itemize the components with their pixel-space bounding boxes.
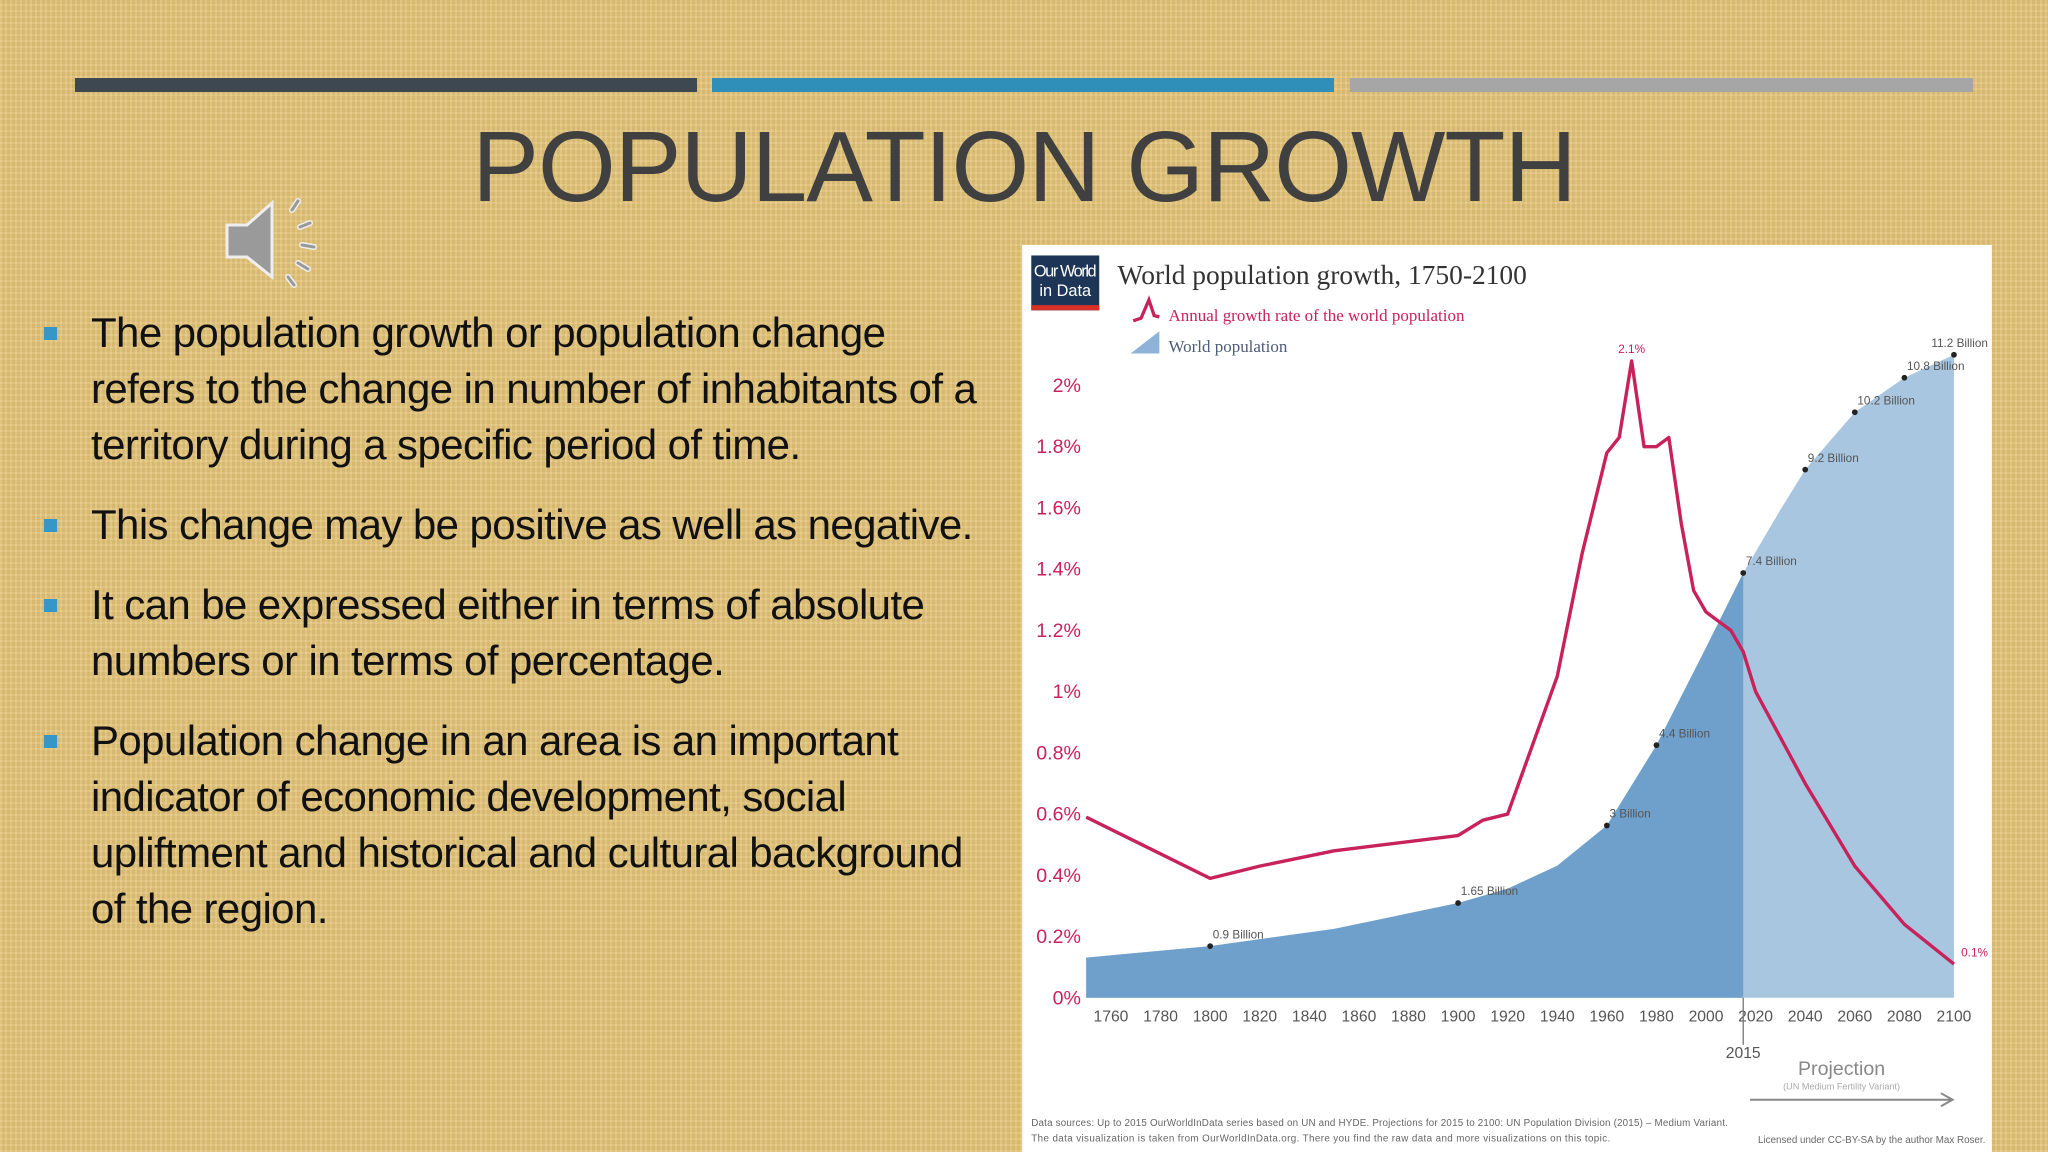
x-tick-label: 2020 bbox=[1738, 1008, 1773, 1025]
y-tick-label: 0% bbox=[1053, 987, 1081, 1009]
value-label: 7.4 Billion bbox=[1746, 555, 1797, 568]
value-label: 10.8 Billion bbox=[1907, 360, 1964, 373]
x-tick-label: 1780 bbox=[1143, 1008, 1178, 1025]
bullet: This change may be positive as well as n… bbox=[40, 497, 990, 553]
y-tick-label: 1.4% bbox=[1036, 559, 1081, 581]
x-tick-label: 1940 bbox=[1540, 1008, 1575, 1025]
chart-title: World population growth, 1750-2100 bbox=[1118, 260, 1527, 290]
bullet: Population change in an area is an impor… bbox=[40, 713, 990, 937]
y-tick-label: 1% bbox=[1053, 681, 1081, 703]
value-label: 1.65 Billion bbox=[1461, 885, 1518, 898]
value-label: 11.2 Billion bbox=[1931, 337, 1988, 350]
x-tick-label: 1980 bbox=[1639, 1008, 1674, 1025]
x-tick-label: 1820 bbox=[1242, 1008, 1277, 1025]
x-tick-label: 2060 bbox=[1837, 1008, 1872, 1025]
projection-arrow bbox=[1750, 1092, 1955, 1108]
y-tick-label: 0.2% bbox=[1036, 926, 1081, 948]
projection-label: Projection bbox=[1798, 1058, 1885, 1080]
projection-year: 2015 bbox=[1726, 1045, 1761, 1062]
logo-text: Our World bbox=[1034, 262, 1097, 280]
license: Licensed under CC-BY-SA by the author Ma… bbox=[1758, 1135, 1985, 1146]
point bbox=[1951, 351, 1957, 358]
accent-bar bbox=[1350, 78, 1973, 92]
x-tick-label: 1840 bbox=[1292, 1008, 1327, 1025]
x-tick-label: 2000 bbox=[1689, 1008, 1724, 1025]
point bbox=[1851, 409, 1858, 416]
x-tick-label: 1880 bbox=[1391, 1008, 1426, 1025]
y-tick-label: 0.4% bbox=[1036, 865, 1081, 887]
bullet: The population growth or population chan… bbox=[40, 305, 990, 473]
value-label: 0.1% bbox=[1961, 946, 1988, 959]
value-label: 10.2 Billion bbox=[1857, 394, 1914, 407]
x-tick-label: 1920 bbox=[1490, 1008, 1525, 1025]
point bbox=[1802, 466, 1809, 473]
source-note: Data sources: Up to 2015 OurWorldInData … bbox=[1031, 1118, 1728, 1129]
line bbox=[1085, 359, 1956, 966]
legend-label: World population bbox=[1169, 337, 1288, 356]
y-tick-label: 2% bbox=[1053, 375, 1081, 397]
point bbox=[1455, 900, 1461, 906]
x-tick-label: 1760 bbox=[1094, 1008, 1129, 1025]
y-tick-label: 1.2% bbox=[1036, 620, 1081, 642]
value-label: 3 Billion bbox=[1609, 808, 1650, 821]
bullet: It can be expressed either in terms of a… bbox=[40, 577, 990, 689]
y-tick-label: 1.6% bbox=[1036, 497, 1081, 519]
accent-bar bbox=[75, 78, 697, 92]
value-label: 9.2 Billion bbox=[1808, 452, 1859, 465]
point bbox=[1207, 943, 1214, 949]
point bbox=[1901, 374, 1908, 381]
area bbox=[1086, 572, 1744, 998]
source-note: The data visualization is taken from Our… bbox=[1031, 1134, 1610, 1145]
value-label: 0.9 Billion bbox=[1213, 928, 1264, 941]
projection-note: (UN Medium Fertility Variant) bbox=[1783, 1081, 1900, 1091]
y-tick-label: 1.8% bbox=[1036, 436, 1081, 458]
y-tick-label: 0.6% bbox=[1036, 804, 1081, 826]
x-tick-label: 2080 bbox=[1887, 1008, 1922, 1025]
audio-icon[interactable] bbox=[222, 195, 327, 290]
logo bbox=[1031, 255, 1100, 311]
point bbox=[1653, 742, 1660, 749]
logo-text: in Data bbox=[1039, 282, 1092, 300]
x-tick-label: 2100 bbox=[1937, 1008, 1972, 1025]
accent-bar bbox=[712, 78, 1334, 92]
x-tick-label: 2040 bbox=[1788, 1008, 1823, 1025]
bullet-list: The population growth or population chan… bbox=[40, 305, 990, 961]
value-label: 4.4 Billion bbox=[1659, 727, 1710, 740]
x-tick-label: 1800 bbox=[1193, 1008, 1228, 1025]
y-tick-label: 0.8% bbox=[1036, 742, 1081, 764]
legend-icon bbox=[1132, 295, 1160, 323]
chart: Our World in Data World population growt… bbox=[1022, 245, 1992, 1152]
point bbox=[1740, 570, 1747, 576]
x-tick-label: 1860 bbox=[1341, 1008, 1376, 1025]
x-tick-label: 1960 bbox=[1589, 1008, 1624, 1025]
x-tick-label: 1900 bbox=[1441, 1008, 1476, 1025]
logo-bar bbox=[1031, 305, 1100, 311]
point bbox=[1603, 822, 1610, 829]
legend-label: Annual growth rate of the world populati… bbox=[1169, 306, 1465, 325]
slide-title: POPULATION GROWTH bbox=[472, 111, 1576, 223]
value-label: 2.1% bbox=[1618, 343, 1645, 356]
